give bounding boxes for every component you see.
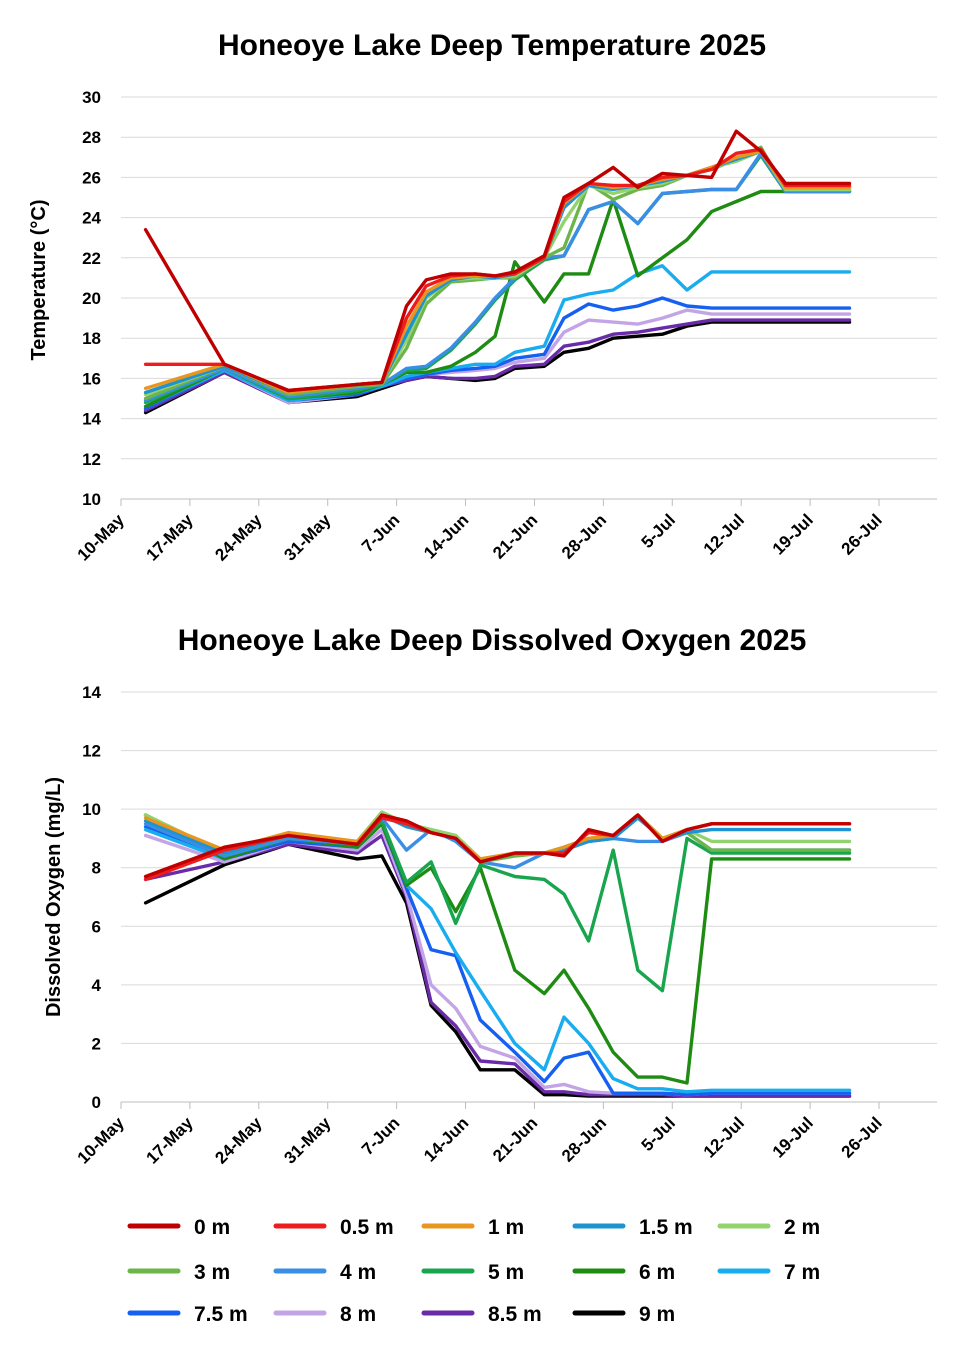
y-tick-label: 26 xyxy=(82,168,101,187)
legend-label: 0.5 m xyxy=(340,1216,394,1239)
y-tick-label: 28 xyxy=(82,128,101,147)
x-tick-label: 26-Jul xyxy=(838,510,886,558)
y-tick-label: 22 xyxy=(82,249,101,268)
y-tick-label: 12 xyxy=(82,450,101,469)
x-tick-label: 12-Jul xyxy=(700,510,748,558)
x-tick-label: 10-May xyxy=(74,510,129,565)
legend-item: 5 m xyxy=(421,1261,524,1284)
y-tick-label: 0 xyxy=(92,1093,101,1112)
y-tick-label: 10 xyxy=(82,490,101,509)
x-tick-label: 21-Jun xyxy=(489,1113,541,1165)
x-tick-labels: 10-May 17-May 24-May 31-May 7-Jun 14-Jun 21-Ju… xyxy=(74,1113,886,1168)
y-tick-label: 18 xyxy=(82,329,101,348)
legend-label: 8 m xyxy=(340,1303,376,1326)
legend-item: 3 m xyxy=(127,1261,230,1284)
chart-title: Honeoye Lake Deep Dissolved Oxygen 2025 xyxy=(178,624,807,657)
y-tick-label: 14 xyxy=(82,410,101,429)
x-tick-label: 26-Jul xyxy=(838,1113,886,1161)
legend-item: 1.5 m xyxy=(572,1216,693,1239)
y-tick-label: 12 xyxy=(82,742,101,761)
x-tick-label: 28-Jun xyxy=(558,1113,610,1165)
y-tick-label: 8 xyxy=(92,859,101,878)
series-line-8-5m xyxy=(143,833,852,1098)
series-line-0m xyxy=(143,129,852,393)
legend-label: 8.5 m xyxy=(488,1303,542,1326)
legend-label: 7.5 m xyxy=(194,1303,248,1326)
gridlines xyxy=(120,96,937,506)
x-tick-label: 21-Jun xyxy=(489,510,541,562)
x-tick-label: 7-Jun xyxy=(358,510,403,555)
series-lines xyxy=(143,129,852,415)
series-line-0-5m xyxy=(143,147,852,393)
x-tick-label: 28-Jun xyxy=(558,510,610,562)
legend-label: 1.5 m xyxy=(639,1216,693,1239)
y-tick-label: 4 xyxy=(92,976,102,995)
x-tick-label: 12-Jul xyxy=(700,1113,748,1161)
legend-item: 2 m xyxy=(717,1216,820,1239)
legend-label: 5 m xyxy=(488,1261,524,1284)
x-tick-labels: 10-May 17-May 24-May 31-May 7-Jun 14-Jun 21-Ju… xyxy=(74,510,886,565)
x-tick-label: 24-May xyxy=(211,510,266,565)
legend-item: 6 m xyxy=(572,1261,675,1284)
legend-label: 3 m xyxy=(194,1261,230,1284)
legend: 0 m 0.5 m 1 m 1.5 m 2 m 3 m 4 m 5 m 6 m 7 m 7.5 m 8… xyxy=(127,1216,820,1326)
gridlines xyxy=(120,691,937,1109)
y-tick-label: 30 xyxy=(82,88,101,107)
y-tick-labels: 10 12 14 16 18 20 22 24 26 28 30 xyxy=(82,88,101,509)
y-tick-label: 16 xyxy=(82,369,101,388)
chart-title: Honeoye Lake Deep Temperature 2025 xyxy=(218,29,766,62)
y-tick-label: 14 xyxy=(82,683,101,702)
legend-item: 7.5 m xyxy=(127,1303,248,1326)
x-tick-label: 24-May xyxy=(211,1113,266,1168)
x-tick-label: 5-Jul xyxy=(638,1113,679,1154)
series-line-0m xyxy=(143,813,852,879)
legend-item: 8.5 m xyxy=(421,1303,542,1326)
x-tick-label: 7-Jun xyxy=(358,1113,403,1158)
legend-label: 2 m xyxy=(784,1216,820,1239)
x-tick-label: 5-Jul xyxy=(638,510,679,551)
y-tick-label: 10 xyxy=(82,800,101,819)
legend-label: 9 m xyxy=(639,1303,675,1326)
y-tick-labels: 0 2 4 6 8 10 12 14 xyxy=(82,683,101,1112)
legend-item: 9 m xyxy=(572,1303,675,1326)
legend-label: 0 m xyxy=(194,1216,230,1239)
x-tick-label: 14-Jun xyxy=(420,510,472,562)
x-tick-label: 10-May xyxy=(74,1113,129,1168)
x-tick-label: 14-Jun xyxy=(420,1113,472,1165)
y-tick-label: 24 xyxy=(82,209,101,228)
dissolved-oxygen-chart: Honeoye Lake Deep Dissolved Oxygen 2025 … xyxy=(43,624,937,1168)
legend-label: 6 m xyxy=(639,1261,675,1284)
legend-item: 0 m xyxy=(127,1216,230,1239)
x-tick-label: 31-May xyxy=(280,1113,335,1168)
series-line-9m xyxy=(143,842,852,1098)
legend-item: 7 m xyxy=(717,1261,820,1284)
temperature-chart: Honeoye Lake Deep Temperature 2025 Tempe… xyxy=(28,29,937,565)
legend-label: 7 m xyxy=(784,1261,820,1284)
y-tick-label: 2 xyxy=(92,1034,101,1053)
legend-label: 1 m xyxy=(488,1216,524,1239)
series-line-6m xyxy=(143,813,852,1085)
x-tick-label: 17-May xyxy=(143,1113,198,1168)
y-tick-label: 20 xyxy=(82,289,101,308)
x-tick-label: 19-Jul xyxy=(769,510,817,558)
legend-item: 0.5 m xyxy=(273,1216,394,1239)
y-axis-label: Temperature (°C) xyxy=(28,200,50,361)
x-tick-label: 31-May xyxy=(280,510,335,565)
y-tick-label: 6 xyxy=(92,917,101,936)
series-line-9m xyxy=(143,320,852,415)
legend-item: 1 m xyxy=(421,1216,524,1239)
legend-label: 4 m xyxy=(340,1261,376,1284)
y-axis-label: Dissolved Oxygen (mg/L) xyxy=(43,777,65,1017)
legend-item: 8 m xyxy=(273,1303,376,1326)
x-tick-label: 19-Jul xyxy=(769,1113,817,1161)
series-line-5m xyxy=(143,813,852,993)
x-tick-label: 17-May xyxy=(143,510,198,565)
legend-item: 4 m xyxy=(273,1261,376,1284)
series-lines xyxy=(143,810,852,1098)
